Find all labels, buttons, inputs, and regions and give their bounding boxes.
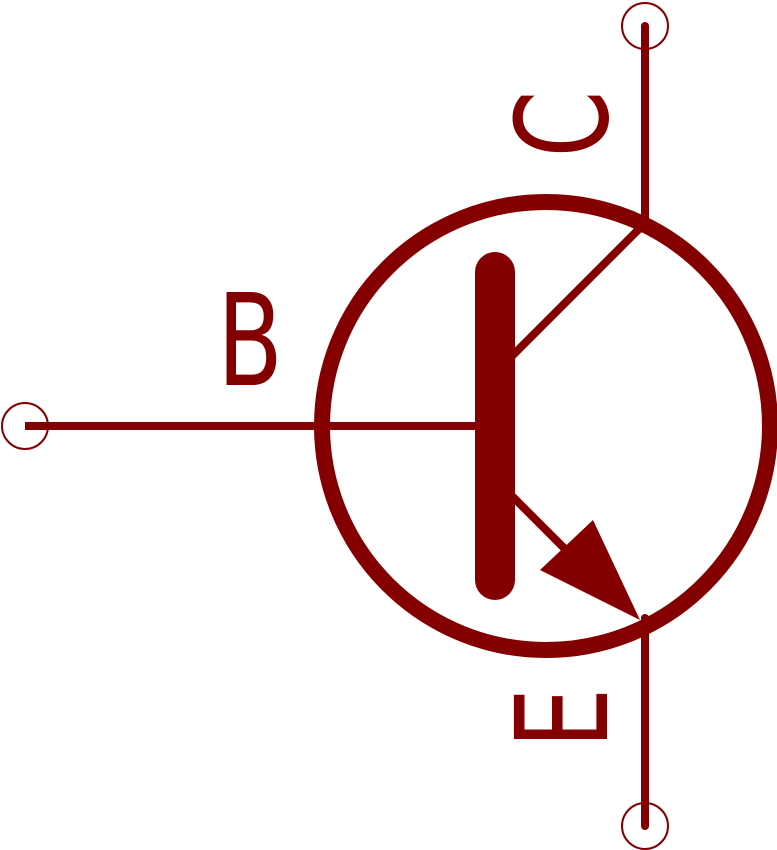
emitter-pin-label: E <box>488 688 637 749</box>
emitter-pin-terminal[interactable] <box>621 802 669 850</box>
base-pin-label: B <box>217 266 283 415</box>
emitter-arrow-icon <box>540 520 640 620</box>
collector-pin-label: C <box>488 90 637 157</box>
collector-diagonal <box>504 224 644 364</box>
collector-pin-terminal[interactable] <box>621 2 669 50</box>
base-pin-terminal[interactable] <box>1 402 49 450</box>
